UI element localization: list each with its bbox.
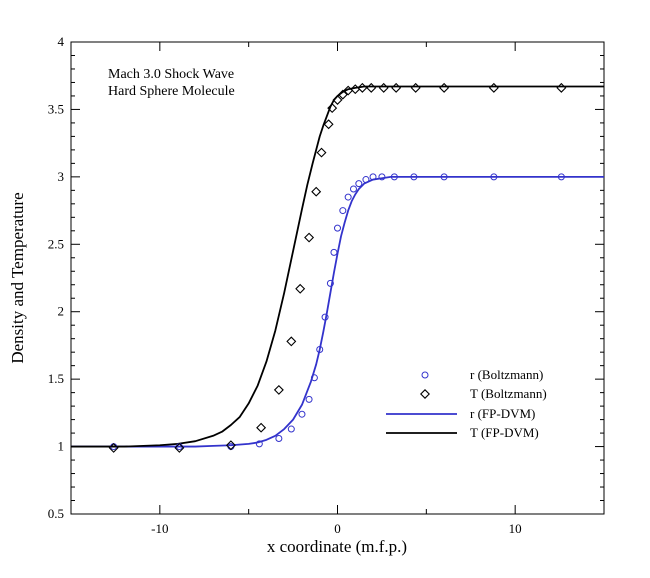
legend-label: r (Boltzmann) — [470, 367, 543, 382]
y-axis-title: Density and Temperature — [8, 192, 27, 363]
circle-point — [298, 410, 306, 418]
y-tick-label: 2.5 — [48, 236, 64, 251]
circle-point — [287, 425, 295, 433]
diamond-point — [304, 232, 315, 243]
legend-label: r (FP-DVM) — [470, 406, 535, 421]
circle-point — [378, 173, 386, 181]
diamond-point — [174, 442, 185, 453]
diamond-point — [323, 119, 334, 130]
series-points — [108, 82, 567, 453]
circle-point — [275, 434, 283, 442]
circle-point — [334, 224, 341, 232]
diamond-point — [391, 82, 402, 93]
x-axis: -10 0 10 — [70, 42, 605, 536]
diamond-point — [256, 422, 267, 433]
diamond-point — [378, 82, 389, 93]
y-tick-label: 2 — [58, 304, 65, 319]
diamond-point — [337, 89, 348, 100]
diamond-point — [556, 82, 567, 93]
y-tick-label: 3 — [58, 169, 65, 184]
circle-point — [326, 279, 334, 287]
circle-point — [369, 173, 377, 181]
diamond-point — [410, 82, 421, 93]
y-tick-label: 4 — [58, 34, 65, 49]
y-tick-label: 3.5 — [48, 101, 64, 116]
circle-point — [321, 313, 329, 321]
series-line-3 — [71, 85, 604, 448]
circle-point — [305, 395, 313, 403]
circle-point — [410, 173, 418, 181]
circle-point — [390, 173, 398, 181]
x-tick-label: 0 — [334, 521, 341, 536]
series-lines — [71, 85, 604, 448]
diamond-point — [439, 82, 450, 93]
legend-circle-symbol — [421, 371, 429, 379]
circle-point — [316, 345, 324, 353]
annotation-line-2: Hard Sphere Molecule — [108, 84, 235, 99]
circle-point — [255, 440, 263, 448]
x-tick-label: 10 — [509, 521, 522, 536]
circle-point — [339, 207, 347, 215]
circle-point — [349, 185, 357, 193]
diamond-point — [225, 440, 236, 451]
circle-point — [490, 173, 498, 181]
y-axis: 0.5 1 1.5 2 2.5 3 3.5 4 — [48, 34, 604, 521]
circle-point — [310, 374, 318, 382]
legend: r (Boltzmann) T (Boltzmann) r (FP-DVM) T (F… — [386, 367, 547, 440]
legend-diamond-symbol — [420, 389, 430, 399]
legend-label: T (Boltzmann) — [470, 386, 547, 401]
y-tick-label: 1.5 — [48, 371, 64, 386]
series-line-2 — [71, 175, 604, 448]
x-tick-label: -10 — [151, 521, 168, 536]
diamond-point — [286, 336, 297, 347]
diamond-point — [316, 147, 327, 158]
diamond-point — [366, 82, 377, 93]
annotation-line-1: Mach 3.0 Shock Wave — [108, 67, 234, 82]
y-tick-label: 1 — [58, 439, 65, 454]
diamond-point — [327, 103, 338, 114]
diamond-point — [108, 442, 119, 453]
circle-point — [344, 193, 352, 201]
circle-point — [557, 173, 565, 181]
circle-point — [355, 180, 363, 188]
diamond-point — [311, 186, 322, 197]
circle-point — [362, 176, 370, 184]
y-tick-label: 0.5 — [48, 506, 64, 521]
diamond-point — [488, 82, 499, 93]
circle-point — [440, 173, 448, 181]
circle-point — [330, 248, 338, 256]
diamond-point — [332, 95, 343, 105]
diamond-point — [273, 384, 284, 395]
diamond-point — [357, 82, 368, 93]
x-axis-title: x coordinate (m.f.p.) — [267, 537, 407, 556]
diamond-point — [295, 283, 306, 294]
legend-label: T (FP-DVM) — [470, 425, 539, 440]
plot-frame — [70, 41, 605, 515]
